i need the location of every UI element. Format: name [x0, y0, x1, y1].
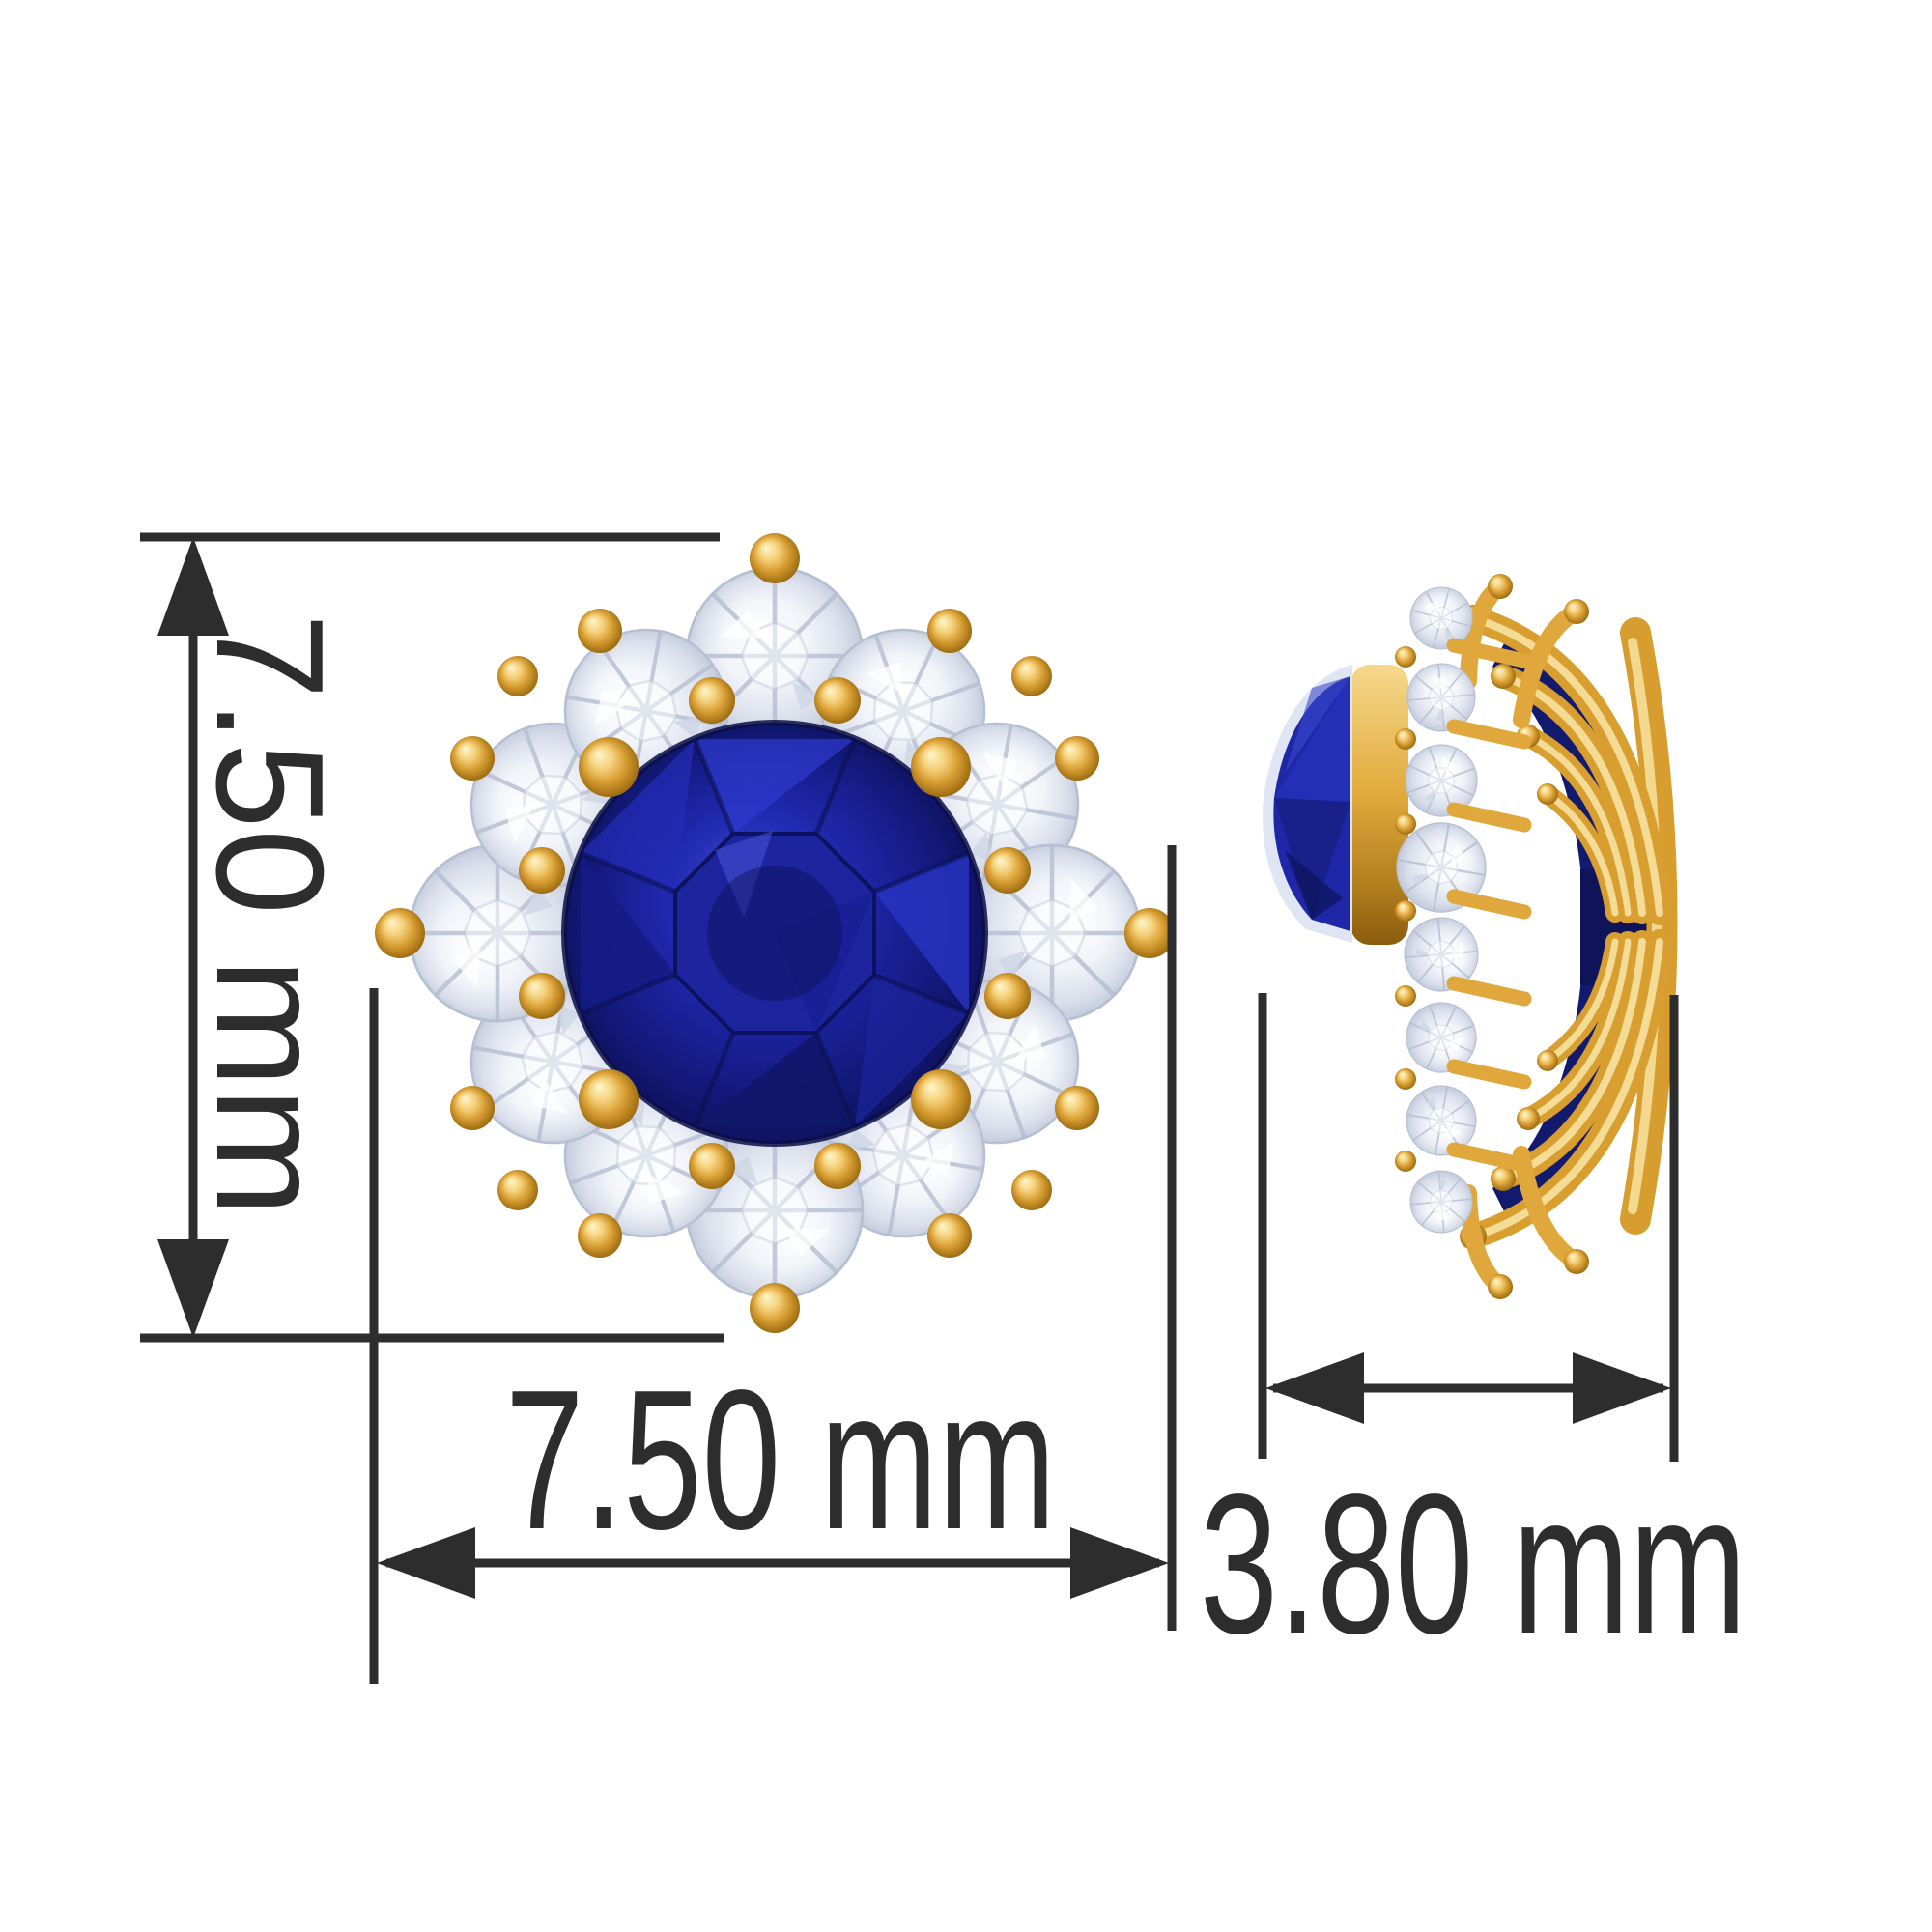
- width-dimension-label: 7.50 mm: [505, 1349, 1056, 1571]
- arrowhead-right: [1070, 1527, 1169, 1599]
- arrowhead-right: [1573, 1352, 1671, 1424]
- arrowhead-down: [157, 1239, 229, 1338]
- height-dimension: [140, 532, 724, 1343]
- depth-dimension-label: 3.80 mm: [1200, 1453, 1747, 1675]
- center-sapphire: [561, 720, 988, 1147]
- depth-dimension: [1258, 993, 1679, 1462]
- side-view-earring-image: [1263, 574, 1678, 1299]
- arrowhead-up: [157, 537, 229, 636]
- front-view-earring-image: [375, 533, 1175, 1333]
- arrowhead-left: [377, 1527, 475, 1599]
- side-sapphire: [1263, 665, 1352, 943]
- height-dimension-label: 7.50 mm: [185, 613, 355, 1217]
- bezel-wall: [1350, 665, 1408, 945]
- arrowhead-left: [1265, 1352, 1364, 1424]
- width-dimension: [369, 845, 1177, 1684]
- side-prongs-short: [1446, 638, 1532, 1173]
